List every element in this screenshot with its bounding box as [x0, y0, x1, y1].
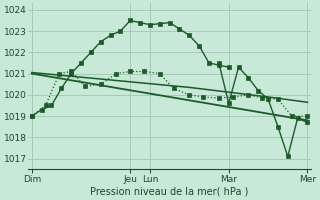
X-axis label: Pression niveau de la mer( hPa ): Pression niveau de la mer( hPa ) [91, 187, 249, 197]
